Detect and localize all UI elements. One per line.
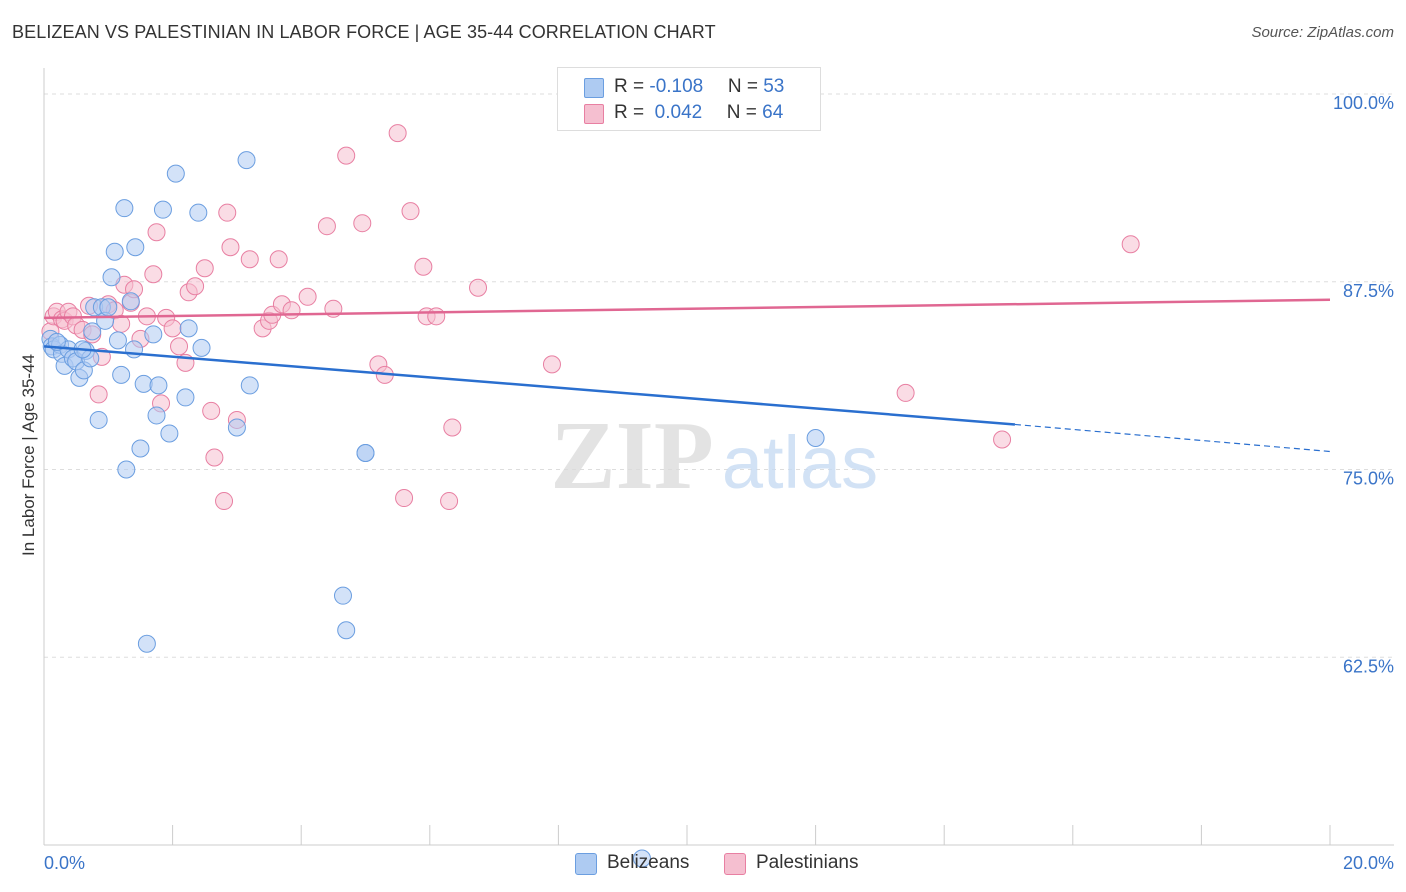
legend-n-label: N = [727, 76, 764, 97]
palestinian-point [195, 259, 214, 278]
belizean-point [89, 410, 108, 429]
belizean-point [227, 418, 246, 437]
palestinian-point [401, 202, 420, 221]
palestinian-point [440, 492, 459, 511]
bottom-legend-swatch-pink [724, 853, 746, 875]
belizean-point [356, 443, 375, 462]
palestinian-point [337, 146, 356, 165]
belizean-point [806, 428, 825, 447]
belizean-point [147, 406, 166, 425]
palestinian-point [353, 214, 372, 233]
belizean-point [240, 376, 259, 395]
palestinian-point [896, 383, 915, 402]
palestinian-point [443, 418, 462, 437]
belizean-point [83, 322, 102, 341]
palestinian-point [993, 430, 1012, 449]
belizean-point [115, 199, 134, 218]
palestinian-point [1121, 235, 1140, 254]
palestinian-point [202, 401, 221, 420]
bottom-legend-label: Palestinians [756, 852, 859, 873]
y-tick-label: 75.0% [1343, 469, 1394, 489]
legend-r-value: -0.108 [649, 76, 704, 97]
palestinian-point [388, 124, 407, 143]
legend-r-label: R = [614, 102, 650, 123]
legend-text-palestinians: R = 0.042 N = 64 [614, 102, 783, 124]
belizean-point [112, 365, 131, 384]
belizean-point [333, 586, 352, 605]
watermark-atlas: atlas [722, 421, 878, 504]
x-tick-label: 0.0% [44, 853, 85, 873]
belizean-point [160, 424, 179, 443]
palestinian-point [240, 250, 259, 269]
palestinian-point [269, 250, 288, 269]
palestinian-point [542, 355, 561, 374]
watermark-zip: ZIP [550, 402, 713, 510]
belizean-point [121, 292, 140, 311]
belizean-point [144, 325, 163, 344]
y-tick-label: 62.5% [1343, 656, 1394, 676]
belizean-trend-line [43, 345, 1016, 426]
palestinian-point [317, 217, 336, 236]
belizean-point [189, 203, 208, 222]
palestinian-point [144, 265, 163, 284]
palestinian-point [186, 277, 205, 296]
palestinian-point [205, 448, 224, 467]
x-tick-label: 20.0% [1343, 853, 1394, 873]
belizean-point [237, 151, 256, 170]
palestinian-point [218, 203, 237, 222]
bottom-legend-swatch-blue [575, 853, 597, 875]
belizean-point [108, 331, 127, 350]
palestinian-point [89, 385, 108, 404]
chart-title: BELIZEAN VS PALESTINIAN IN LABOR FORCE |… [12, 22, 716, 42]
belizean-point [105, 242, 124, 261]
palestinian-trend-line [43, 298, 1331, 320]
belizean-point [337, 621, 356, 640]
palestinian-point [469, 278, 488, 297]
belizean-point [153, 200, 172, 219]
legend-n-value: 64 [762, 102, 784, 123]
legend-n-label: N = [726, 102, 763, 123]
legend-r-value: 0.042 [649, 102, 703, 123]
correlation-legend: R = -0.108 N = 53 R = 0.042 N = 64 [557, 67, 821, 131]
belizean-point [131, 439, 150, 458]
palestinian-point [298, 287, 317, 306]
palestinian-point [170, 337, 189, 356]
belizean-point [99, 298, 118, 317]
legend-swatch-blue [584, 78, 604, 98]
belizean-point [117, 460, 136, 479]
belizean-point [176, 388, 195, 407]
legend-n-value: 53 [763, 76, 785, 97]
belizean-point [179, 319, 198, 338]
palestinian-point [147, 223, 166, 242]
palestinian-point [427, 307, 446, 326]
legend-r-label: R = [614, 76, 650, 97]
bottom-legend-label: Belizeans [607, 852, 690, 873]
y-tick-label: 100.0% [1333, 93, 1394, 113]
legend-swatch-pink [584, 104, 604, 124]
belizean-point [102, 268, 121, 287]
y-axis-label: In Labor Force | Age 35-44 [19, 354, 38, 556]
belizean-point [166, 164, 185, 183]
palestinian-point [395, 489, 414, 508]
belizean-trend-extension [1014, 423, 1331, 453]
palestinian-point [215, 492, 234, 511]
palestinian-point [282, 301, 301, 320]
belizean-point [126, 238, 145, 257]
belizean-point [192, 338, 211, 357]
palestinian-point [163, 319, 182, 338]
palestinian-point [221, 238, 240, 257]
legend-text-belizeans: R = -0.108 N = 53 [614, 76, 784, 98]
palestinian-point [414, 257, 433, 276]
belizean-point [149, 376, 168, 395]
source-label: Source: ZipAtlas.com [1251, 24, 1394, 41]
belizean-point [632, 849, 651, 868]
belizean-point [137, 634, 156, 653]
y-tick-label: 87.5% [1343, 281, 1394, 301]
